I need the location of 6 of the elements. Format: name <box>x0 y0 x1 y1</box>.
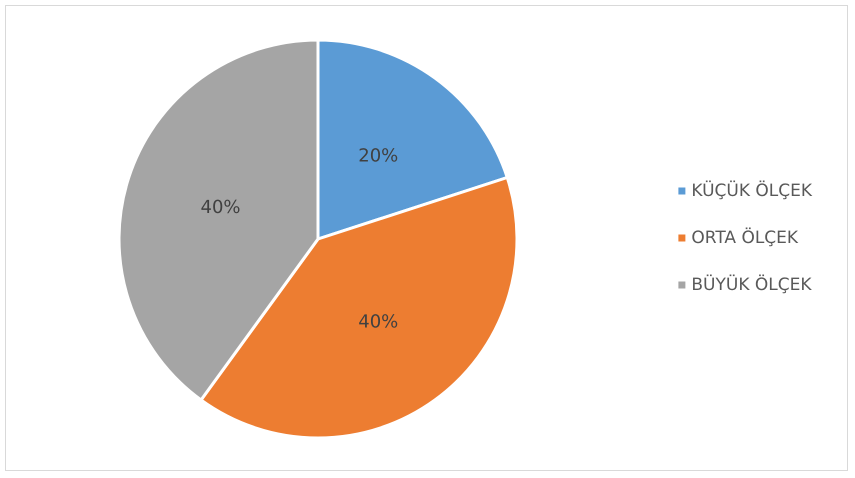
data-label: 20% <box>358 146 398 167</box>
data-label: 40% <box>200 196 241 218</box>
legend-label: BÜYÜK ÖLÇEK <box>691 274 812 295</box>
data-label: 40% <box>358 311 398 332</box>
legend-label: ORTA ÖLÇEK <box>691 227 799 248</box>
legend-label: KÜÇÜK ÖLÇEK <box>691 180 813 201</box>
